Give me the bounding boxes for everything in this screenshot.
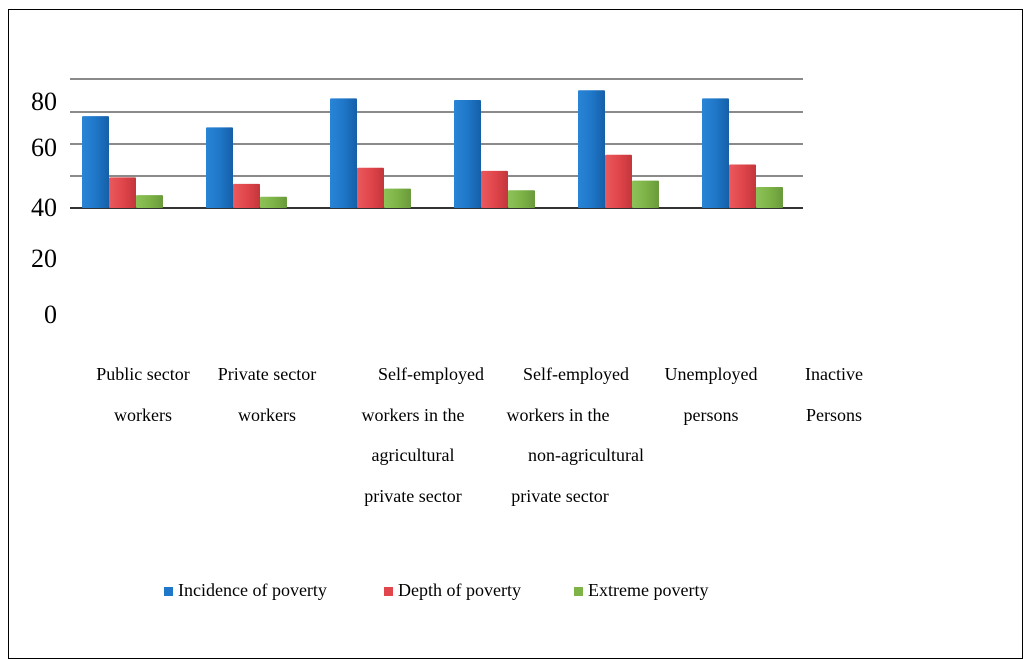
category-label: agricultural [372,445,455,465]
bar-depth [109,177,136,208]
bar-extreme [756,187,783,208]
category-label: workers in the [507,405,610,425]
bar-incidence [578,90,605,208]
category-labels: Public sector workers Private sector worker… [96,364,863,506]
category-label: Unemployed [665,364,758,384]
bar-incidence [206,127,233,208]
bar-depth [481,170,508,208]
bar-incidence [330,98,357,208]
legend: Incidence of poverty Depth of poverty Extr… [164,580,708,600]
bar-extreme [632,180,659,208]
category-label: private sector [364,486,461,506]
legend-label: Extreme poverty [588,580,708,600]
legend-label: Incidence of poverty [178,580,327,600]
bar-chart: 80 60 40 20 0 Public sector workers Private se… [31,78,863,600]
category-label: Inactive [805,364,863,384]
category-label: Self-employed [523,364,629,384]
chart-frame: 80 60 40 20 0 Public sector workers Private se… [8,9,1023,659]
bar-extreme [384,188,411,208]
category-label: private sector [511,486,608,506]
category-label: Persons [806,405,862,425]
bar-extreme [136,195,163,208]
legend-swatch [384,587,393,596]
y-tick-label: 20 [31,244,57,273]
y-tick-label: 80 [31,87,57,116]
category-label: workers [238,405,296,425]
legend-swatch [574,587,583,596]
bar-depth [605,154,632,208]
y-tick-label: 0 [44,300,57,329]
legend-swatch [164,587,173,596]
bar-depth [233,183,260,208]
category-label: Private sector [218,364,316,384]
category-label: workers in the [362,405,465,425]
category-label: persons [684,405,739,425]
y-axis-ticks: 80 60 40 20 0 [31,87,57,329]
gridlines [70,78,803,209]
bar-extreme [508,190,535,208]
bars-group [82,90,783,208]
bar-incidence [702,98,729,208]
y-tick-label: 60 [31,133,57,162]
category-label: Self-employed [378,364,484,384]
y-tick-label: 40 [31,193,57,222]
bar-incidence [82,116,109,208]
bar-incidence [454,99,481,208]
category-label: workers [114,405,172,425]
category-label: Public sector [96,364,189,384]
bar-depth [729,164,756,208]
bar-depth [357,167,384,208]
bar-extreme [260,196,287,208]
category-label: non-agricultural [528,445,644,465]
legend-label: Depth of poverty [398,580,521,600]
